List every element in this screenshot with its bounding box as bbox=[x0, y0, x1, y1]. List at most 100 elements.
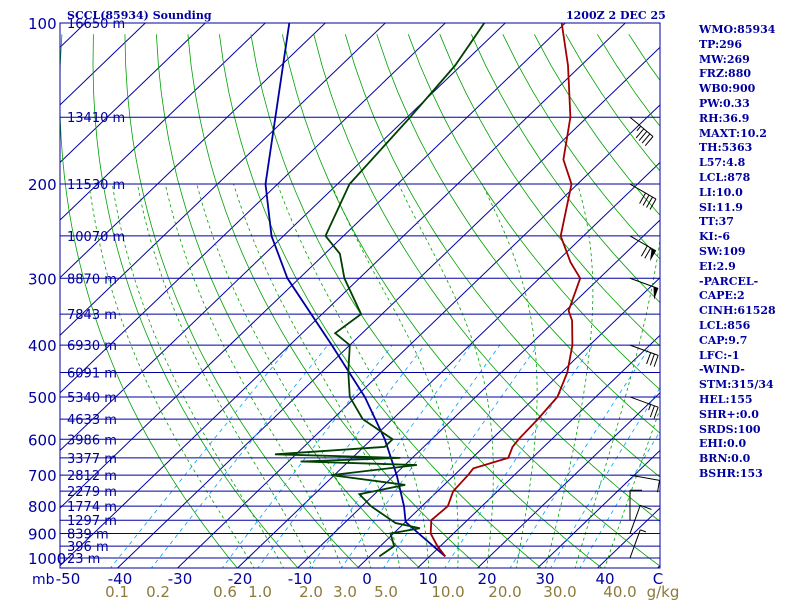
height-label: 2812 m bbox=[67, 469, 117, 484]
wind-barb-flag bbox=[656, 480, 661, 493]
index-line: RH:36.9 bbox=[699, 111, 750, 125]
plot-frame bbox=[59, 22, 661, 569]
dry-adiabat bbox=[156, 34, 421, 568]
isotherm-line bbox=[0, 11, 38, 569]
wind-barb-staff bbox=[629, 183, 657, 200]
isotherm-line bbox=[60, 23, 447, 394]
wind-barb-half-flag bbox=[636, 125, 642, 132]
index-line: SHR+:0.0 bbox=[699, 407, 759, 421]
isotherm-line bbox=[60, 23, 567, 509]
moist-adiabat bbox=[330, 183, 459, 568]
index-line: BRN:0.0 bbox=[699, 452, 751, 466]
temperature-tick-label: -10 bbox=[288, 570, 313, 588]
temperature-tick-label: C bbox=[653, 570, 663, 588]
index-line: L57:4.8 bbox=[699, 156, 746, 170]
height-label: 4633 m bbox=[67, 413, 117, 428]
index-line: BSHR:153 bbox=[699, 466, 763, 480]
mixing-ratio-tick-label: g/kg bbox=[647, 583, 680, 600]
index-line: -PARCEL- bbox=[699, 274, 759, 288]
pressure-axis-label: mb bbox=[32, 572, 55, 588]
wind-barb-staff bbox=[629, 396, 659, 408]
pressure-tick-label: 400 bbox=[28, 337, 57, 355]
index-line: TH:5363 bbox=[699, 141, 753, 155]
index-line: CAPE:2 bbox=[699, 289, 745, 303]
dewpoint-trace bbox=[274, 23, 486, 558]
pressure-tick-label: 100 bbox=[28, 15, 57, 33]
pressure-tick-label: 300 bbox=[28, 270, 57, 288]
wind-barb-flag bbox=[644, 247, 652, 259]
wind-barb-flag bbox=[649, 405, 655, 418]
mixing-ratio-line bbox=[221, 344, 393, 568]
moist-adiabat bbox=[88, 184, 255, 568]
temperature-tick-label: -20 bbox=[228, 570, 253, 588]
wind-barb-flag bbox=[640, 504, 652, 510]
index-line: LCL:878 bbox=[699, 170, 751, 184]
pressure-tick-label: 600 bbox=[28, 431, 57, 449]
index-line: LCL:856 bbox=[699, 318, 751, 332]
isotherm-line bbox=[60, 23, 327, 279]
mixing-ratio-tick-label: 3.0 bbox=[333, 583, 357, 600]
wind-barb-flag bbox=[649, 353, 655, 366]
temperature-tick-label: 30 bbox=[535, 570, 554, 588]
dry-adiabat bbox=[219, 34, 542, 568]
mixing-ratio-line bbox=[444, 344, 594, 568]
moist-adiabat bbox=[545, 183, 594, 568]
mixing-ratio-line bbox=[579, 430, 660, 568]
isotherm-line bbox=[60, 23, 627, 567]
index-line: LI:10.0 bbox=[699, 185, 743, 199]
height-label: 396 m bbox=[67, 540, 109, 555]
pressure-tick-label: 1000 bbox=[28, 550, 66, 568]
dry-adiabat bbox=[376, 34, 660, 434]
height-label: 8870 m bbox=[67, 272, 117, 287]
height-label: 11530 m bbox=[67, 178, 125, 193]
index-line: CINH:61528 bbox=[699, 304, 776, 318]
temperature-tick-label: 10 bbox=[418, 570, 437, 588]
wind-barb-flag bbox=[639, 192, 647, 204]
mixing-ratio-tick-label: 1.0 bbox=[248, 583, 272, 600]
wind-barb bbox=[629, 183, 657, 210]
isotherm-line bbox=[356, 276, 660, 568]
height-label: 3377 m bbox=[67, 452, 117, 467]
isotherm-line bbox=[60, 23, 387, 336]
mixing-ratio-tick-label: 10.0 bbox=[431, 583, 464, 600]
mixing-ratio-line bbox=[550, 386, 660, 568]
mixing-ratio-tick-label: 40.0 bbox=[603, 583, 636, 600]
height-label: 7843 m bbox=[67, 308, 117, 323]
index-line: KI:-6 bbox=[699, 230, 730, 244]
wind-barb-flag bbox=[640, 245, 648, 257]
wind-barb-flag bbox=[644, 136, 654, 147]
pressure-tick-label: 900 bbox=[28, 526, 57, 544]
wind-barb bbox=[629, 489, 642, 521]
mixing-ratio-tick-label: 20.0 bbox=[488, 583, 521, 600]
wind-barb-flag bbox=[646, 196, 653, 208]
pressure-tick-label: 500 bbox=[28, 389, 57, 407]
temperature-tick-label: 20 bbox=[477, 570, 496, 588]
index-line: TP:296 bbox=[699, 37, 743, 51]
dry-adiabat bbox=[407, 34, 660, 390]
moist-adiabat bbox=[574, 237, 660, 568]
mixing-ratio-line bbox=[383, 344, 539, 568]
index-line: MAXT:10.2 bbox=[699, 126, 767, 140]
mixing-ratio-line bbox=[340, 344, 501, 568]
moist-adiabat bbox=[111, 184, 285, 568]
dry-adiabat bbox=[187, 34, 481, 568]
wind-barb-pennant bbox=[649, 248, 656, 262]
wind-barb bbox=[629, 344, 659, 367]
dry-adiabat bbox=[313, 34, 660, 522]
observation-time: 1200Z 2 DEC 25 bbox=[566, 9, 666, 22]
wind-barb-staff bbox=[629, 505, 641, 534]
wind-barb-flag bbox=[653, 355, 659, 367]
index-line: SRDS:100 bbox=[699, 422, 761, 436]
wind-barb-half-flag bbox=[648, 404, 652, 411]
chart-title: SCCL(85934) Sounding bbox=[67, 9, 212, 22]
index-line: TT:37 bbox=[699, 215, 734, 229]
index-line: EI:2.9 bbox=[699, 259, 736, 273]
isotherm-line bbox=[416, 334, 660, 568]
pressure-tick-label: 800 bbox=[28, 498, 57, 516]
dry-adiabat bbox=[439, 34, 660, 347]
dry-adiabat bbox=[344, 34, 660, 478]
pressure-tick-label: 200 bbox=[28, 176, 57, 194]
height-label: 3986 m bbox=[67, 433, 117, 448]
wind-barb bbox=[629, 116, 654, 147]
